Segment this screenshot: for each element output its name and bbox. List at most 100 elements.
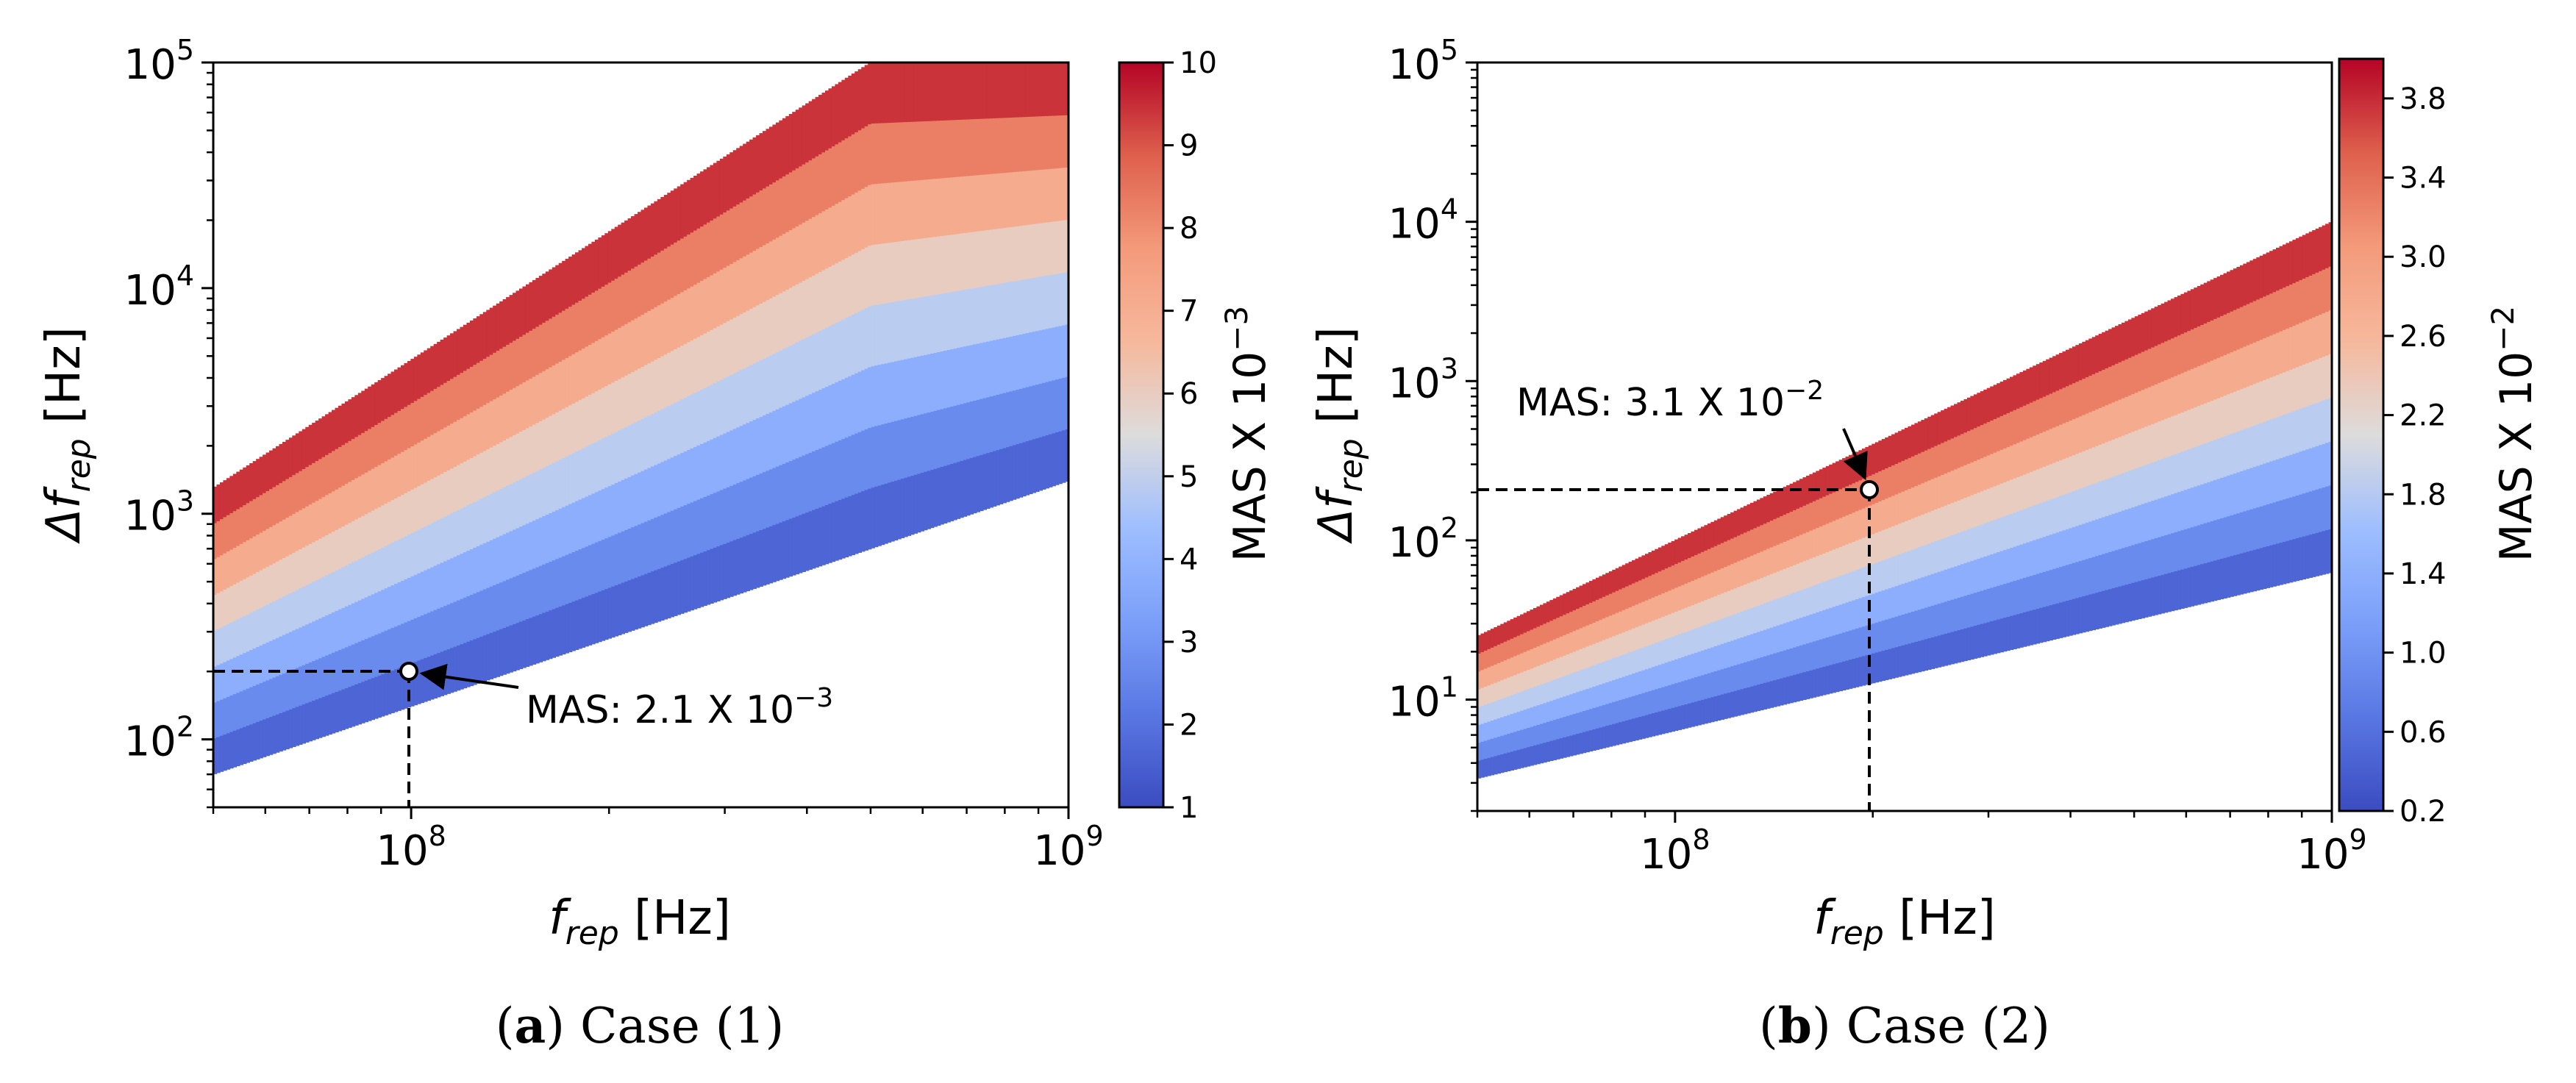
heatmap-cell [1914,485,1919,518]
heatmap-cell [1588,687,1594,710]
heatmap-cell [614,585,618,637]
heatmap-cell [229,658,234,696]
heatmap-cell [1838,517,1843,547]
heatmap-cell [466,595,471,642]
heatmap-cell [1914,610,1919,642]
heatmap-cell [1592,728,1596,751]
heatmap-cell [1901,460,1905,492]
heatmap-cell [1549,620,1554,641]
heatmap-cell [887,242,892,303]
heatmap-cell [1842,487,1847,517]
heatmap-cell [841,498,846,559]
heatmap-cell [496,583,500,631]
heatmap-cell [453,511,457,557]
heatmap-cell [325,494,329,535]
heatmap-cell [815,508,819,568]
heatmap-cell [2190,565,2195,607]
heatmap-cell [2308,232,2313,276]
heatmap-cell [377,632,382,676]
heatmap-cell [299,626,303,667]
heatmap-cell [1993,619,1997,654]
heatmap-cell [844,437,849,498]
heatmap-cell [381,378,385,421]
heatmap-cell [1042,329,1046,383]
heatmap-cell [361,598,365,640]
heatmap-cell [969,62,974,120]
heatmap-cell [486,587,490,635]
heatmap-cell [960,62,964,120]
heatmap-cell [680,452,685,507]
heatmap-cell [282,711,287,751]
heatmap-cell [223,480,227,518]
heatmap-cell [818,153,823,214]
heatmap-cell [361,473,365,516]
heatmap-cell [868,62,872,125]
heatmap-cell [440,517,444,563]
heatmap-cell [2266,462,2270,505]
heatmap-cell [1533,744,1538,765]
heatmap-cell [2052,426,2057,463]
heatmap-cell [400,365,405,410]
heatmap-cell [1977,557,1981,592]
heatmap-cell [1707,623,1712,648]
heatmap-cell [275,598,280,638]
heatmap-cell [519,336,524,385]
heatmap-cell [618,326,622,379]
heatmap-cell [549,610,553,660]
heatmap-cell [2039,502,2044,538]
heatmap-cell [2055,602,2060,639]
heatmap-cell [1494,645,1498,665]
heatmap-cell [2288,539,2294,583]
heatmap-cell [1632,650,1636,674]
heatmap-cell [1681,608,1685,634]
heatmap-cell [949,349,955,407]
heatmap-cell [2230,473,2234,515]
heatmap-cell [285,710,290,750]
heatmap-cell [785,404,790,462]
heatmap-cell [763,187,767,246]
heatmap-cell [1997,551,2001,586]
heatmap-cell [1651,712,1656,737]
heatmap-cell [1950,405,1955,439]
heatmap-cell [223,516,227,554]
heatmap-cell [2078,379,2083,417]
heatmap-cell [2121,360,2126,398]
heatmap-cell [2312,446,2316,491]
heatmap-cell [861,309,866,371]
heatmap-cell [963,402,968,460]
heatmap-cell [502,393,507,441]
heatmap-cell [2131,318,2136,357]
heatmap-cell [982,229,987,287]
heatmap-cell [2062,422,2066,460]
heatmap-cell [739,369,743,426]
heatmap-cell [1579,627,1583,649]
heatmap-cell [1002,392,1007,448]
heatmap-cell [479,590,484,637]
heatmap-cell [368,386,372,429]
heatmap-cell [893,241,899,302]
heatmap-cell [259,494,263,533]
heatmap-cell [1625,697,1630,721]
heatmap-cell [1006,391,1010,448]
heatmap-cell [1546,701,1551,722]
y-axis-label-a: Δfrep [Hz] [37,326,98,544]
heatmap-cell [660,249,665,304]
heatmap-cell [1947,503,1952,537]
heatmap-cell [1559,615,1563,637]
heatmap-cell [361,390,365,433]
heatmap-cell [2299,322,2303,366]
heatmap-cell [1865,654,1869,685]
heatmap-cell [1921,639,1925,672]
heatmap-cell [1852,570,1856,601]
heatmap-cell [1661,615,1666,640]
heatmap-cell [904,121,908,182]
x-tick-label: 108 [1640,823,1710,879]
heatmap-cell [999,448,1004,504]
heatmap-cell [384,672,388,716]
heatmap-cell [1966,430,1972,464]
heatmap-cell [1737,663,1741,690]
heatmap-cell [1704,673,1708,699]
x-tick-label: 108 [376,820,446,875]
heatmap-cell [216,556,221,593]
heatmap-cell [502,627,507,675]
